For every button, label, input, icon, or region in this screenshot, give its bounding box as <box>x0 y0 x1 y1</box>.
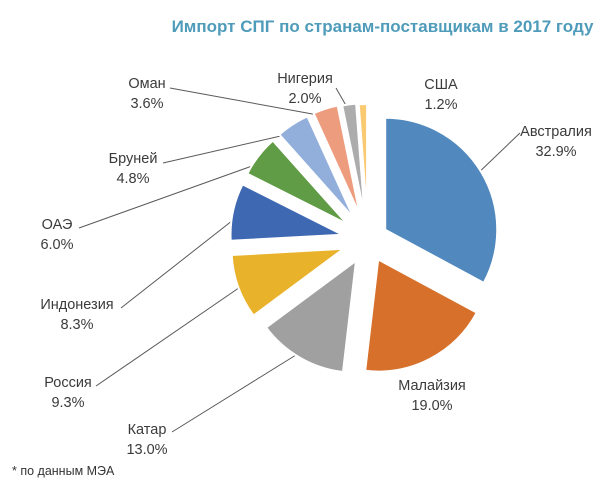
pie-slice-nigeria <box>341 102 366 217</box>
pie-slice-qatar <box>265 259 357 373</box>
leader-line-russia <box>95 282 247 387</box>
slice-name: Австралия <box>520 124 592 140</box>
leader-line-australia <box>473 132 521 178</box>
slice-name: ОАЭ <box>41 217 73 233</box>
pie-slice-uae <box>246 139 349 226</box>
slice-value: 13.0% <box>126 442 168 458</box>
slice-label-oman: Оман 3.6% <box>128 74 165 114</box>
pie-slice-oman <box>312 104 361 217</box>
slice-label-indonesia: Индонезия 8.3% <box>40 295 113 335</box>
pie-slices <box>229 102 499 373</box>
slice-value: 2.0% <box>288 91 322 107</box>
slice-value: 9.3% <box>51 395 85 411</box>
leader-line-uae <box>78 160 267 229</box>
slice-label-russia: Россия 9.3% <box>44 373 92 413</box>
slice-name: Нигерия <box>277 71 333 87</box>
slice-label-australia: Австралия 32.9% <box>520 122 592 162</box>
chart-title: Импорт СПГ по странам-поставщикам в 2017… <box>171 17 594 36</box>
slice-value: 1.2% <box>424 97 458 113</box>
leader-lines <box>78 87 521 433</box>
slice-label-brunei: Бруней 4.8% <box>109 149 158 189</box>
leader-line-brunei <box>162 131 299 164</box>
pie-slice-australia <box>384 116 499 284</box>
leader-line-qatar <box>171 349 305 433</box>
pie-slice-usa <box>357 102 369 217</box>
slice-label-nigeria: Нигерия 2.0% <box>277 69 333 109</box>
slice-name: Оман <box>128 76 166 92</box>
slice-name: Россия <box>44 375 92 391</box>
slice-label-qatar: Катар 13.0% <box>126 420 167 460</box>
slice-value: 8.3% <box>60 317 94 333</box>
pie-slice-malaysia <box>364 258 478 373</box>
pie-slice-indonesia <box>229 183 344 242</box>
slice-value: 19.0% <box>411 398 453 414</box>
slice-name: Бруней <box>108 151 158 167</box>
slice-label-usa: США 1.2% <box>424 75 457 115</box>
leader-line-indonesia <box>120 212 243 309</box>
slice-value: 32.9% <box>535 144 577 160</box>
leader-line-oman <box>169 87 330 118</box>
pie-slice-russia <box>230 247 345 317</box>
slice-name: США <box>424 77 458 93</box>
slice-label-malaysia: Малайзия 19.0% <box>398 376 466 416</box>
slice-value: 6.0% <box>40 237 74 253</box>
slice-name: Малайзия <box>398 378 466 394</box>
pie-slice-brunei <box>278 115 355 220</box>
slice-label-uae: ОАЭ 6.0% <box>40 215 73 255</box>
slice-value: 4.8% <box>116 171 150 187</box>
slice-name: Катар <box>127 422 167 438</box>
footnote: * по данным МЭА <box>12 464 115 478</box>
slice-name: Индонезия <box>40 297 114 313</box>
slice-value: 3.6% <box>130 96 164 112</box>
